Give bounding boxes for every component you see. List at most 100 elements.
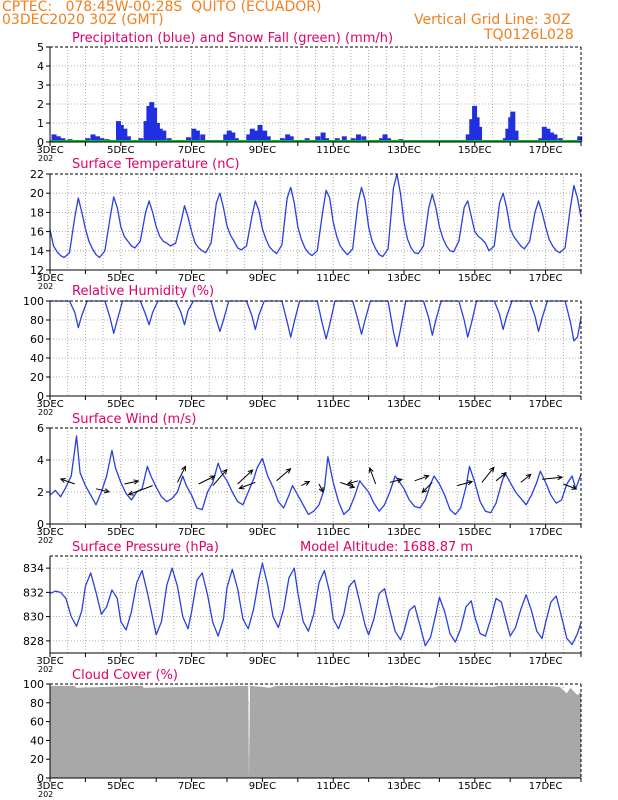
y-tick-label: 2 [37,486,44,499]
wind-arrow-head [423,474,430,480]
chart-title: Relative Humidity (%) [72,284,214,299]
wind-arrow-head [59,477,66,483]
x-tick-label: 17DEC [529,399,563,410]
precip-bar [265,136,271,142]
wind-arrow [347,480,359,485]
wind-arrow-head [349,483,356,489]
chart-title: Surface Pressure (hPa) [72,540,219,555]
precip-bar [477,126,483,142]
wind-arrow [176,466,186,483]
x-tick-label: 9DEC [249,656,276,667]
x-tick-label: 15DEC [458,145,492,156]
y-tick-label: 828 [23,635,44,648]
precip-bar [545,128,551,142]
precip-bar [355,134,361,142]
precip-bar [341,136,347,142]
x-tick-label: 3DEC [36,273,63,284]
y-tick-label: 832 [23,586,44,599]
precip-bar [541,126,547,142]
x-tick-label: 7DEC [178,145,205,156]
wind-arrow-head [127,490,134,496]
x-tick-label: 11DEC [316,527,350,538]
y-tick-label: 12 [30,264,44,277]
wind-arrow [198,475,215,485]
x-tick-label: 7DEC [178,273,205,284]
chart-annotation: Model Altitude: 1688.87 m [300,540,473,555]
y-tick-label: 60 [30,333,44,346]
x-year-label: 202 [38,665,53,674]
precip-bar [288,136,294,142]
x-tick-label: 11DEC [316,399,350,410]
y-tick-label: 0 [37,518,44,531]
x-tick-label: 5DEC [107,399,134,410]
y-tick-label: 20 [30,371,44,384]
x-tick-label: 11DEC [316,656,350,667]
x-tick-label: 5DEC [107,273,134,284]
wind-arrow [520,474,532,483]
x-year-label: 202 [38,790,53,799]
precip-bar [157,128,163,142]
temp-line [49,173,582,259]
precip-bar [223,134,229,142]
x-tick-label: 13DEC [387,656,421,667]
y-tick-label: 4 [37,454,44,467]
y-tick-label: 830 [23,611,44,624]
wind-arrow [495,472,507,482]
x-tick-label: 5DEC [107,656,134,667]
precip-bar [510,111,516,142]
y-tick-label: 40 [30,352,44,365]
wind-arrow [414,475,429,482]
x-tick-label: 3DEC [36,781,63,792]
precip-bar [382,134,388,142]
x-tick-label: 15DEC [458,781,492,792]
precip-bar [505,128,511,142]
y-tick-label: 20 [30,753,44,766]
y-tick-label: 0 [37,136,44,149]
x-tick-label: 17DEC [529,781,563,792]
panel-wind: 0 2 4 6 3DEC 5DEC 7DEC 9DEC 11DEC 13DEC 15DEC 17DEC… [36,412,582,545]
y-tick-label: 80 [30,697,44,710]
x-tick-label: 5DEC [107,781,134,792]
precip-bar [146,105,152,142]
panel-pres: 828 830 832 834 3DEC 5DEC 7DEC 9DEC 11DEC 13DEC 15… [23,540,582,674]
y-tick-label: 40 [30,734,44,747]
x-tick-label: 13DEC [387,145,421,156]
precip-bar [315,136,321,142]
wind-arrow [60,478,75,485]
precip-bar [149,102,155,142]
wind-arrow-head [181,465,186,472]
chart-title: Cloud Cover (%) [72,668,178,683]
wind-arrow-head [501,472,507,478]
wind-arrow-head [133,479,140,485]
wind-arrow-head [285,468,292,474]
precip-bar [226,130,232,142]
precip-bar [249,128,255,142]
panel-rh: 0 20 40 60 80 100 3DEC 5DEC 7DEC 9DEC 11DEC 13DEC 15… [23,284,582,417]
y-tick-label: 834 [23,562,44,575]
header-location: CPTEC: 078:45W-00:28S QUITO (ECUADOR) [2,0,322,15]
precip-bar [257,124,263,142]
x-year-label: 202 [38,154,53,163]
precip-bar [152,107,158,142]
wind-arrow-head [346,480,353,486]
wind-line [49,435,582,516]
x-tick-label: 7DEC [178,656,205,667]
x-tick-label: 17DEC [529,145,563,156]
wind-arrow-head [238,484,245,490]
precip-bar [143,121,149,142]
y-tick-label: 14 [30,245,44,258]
precip-bar [320,132,326,142]
precip-bar [51,134,57,142]
x-tick-label: 3DEC [36,527,63,538]
x-tick-label: 9DEC [249,527,276,538]
y-tick-label: 5 [37,41,44,54]
chart-title: Surface Wind (m/s) [72,412,196,427]
x-tick-label: 13DEC [387,527,421,538]
wind-arrow-head [104,488,111,494]
x-tick-label: 11DEC [316,781,350,792]
wind-arrow [95,488,110,493]
x-tick-label: 17DEC [529,656,563,667]
wind-arrow [563,483,577,490]
